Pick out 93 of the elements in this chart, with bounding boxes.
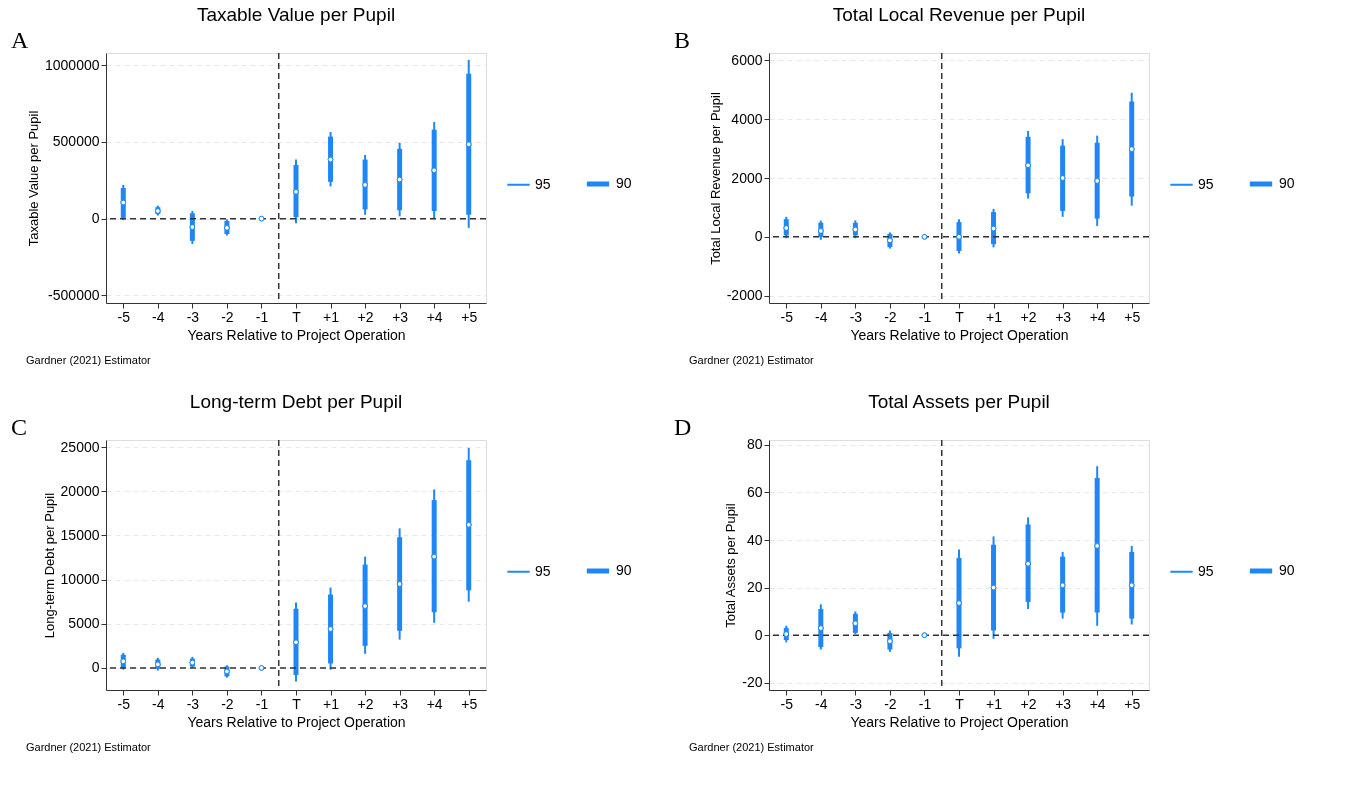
x-tick-label: +5 — [1124, 695, 1141, 712]
y-axis-title: Long-term Debt per Pupil — [41, 492, 57, 639]
chart-title: Taxable Value per Pupil — [196, 4, 396, 25]
y-tick-label: 500000 — [52, 133, 100, 150]
y-tick-label: -20 — [742, 674, 763, 691]
x-tick-label: -2 — [884, 308, 897, 325]
text: C — [11, 414, 28, 440]
x-tick-label: +2 — [357, 308, 374, 325]
y-axis-title: Taxable Value per Pupil — [26, 110, 41, 247]
x-tick-label: +3 — [1055, 695, 1072, 712]
y-tick-label: 6000 — [731, 51, 763, 68]
y-tick-label: 2000 — [731, 169, 763, 186]
y-tick-label: 20 — [746, 579, 763, 596]
legend-label: 95 — [535, 562, 551, 579]
x-tick-label: T — [292, 695, 302, 712]
y-tick-label: 40 — [746, 531, 763, 548]
x-tick-label: -2 — [221, 695, 234, 712]
y-tick-label: 4000 — [731, 110, 763, 127]
legend-label: 95 — [1198, 562, 1214, 579]
x-tick-label: -4 — [152, 308, 165, 325]
x-tick-label: +4 — [1089, 308, 1106, 325]
x-tick-label: -3 — [186, 695, 200, 712]
x-tick-label: -3 — [849, 695, 863, 712]
x-tick-label: +4 — [426, 695, 443, 712]
x-tick-label: +5 — [1124, 308, 1141, 325]
x-tick-label: -4 — [815, 695, 828, 712]
y-tick-label: 10000 — [60, 571, 100, 588]
x-tick-label: T — [955, 695, 965, 712]
y-tick-label: 15000 — [60, 526, 100, 543]
x-tick-label: -5 — [780, 695, 794, 712]
x-tick-label: -4 — [152, 695, 165, 712]
x-tick-label: +3 — [392, 695, 409, 712]
x-tick-label: +5 — [461, 308, 478, 325]
x-tick-label: +3 — [1055, 308, 1072, 325]
y-axis-title: Total Local Revenue per Pupil — [707, 92, 723, 265]
x-axis-title: Years Relative to Project Operation — [187, 713, 406, 730]
x-tick-label: +1 — [323, 308, 340, 325]
x-tick-label: -1 — [918, 695, 932, 712]
chart-title: Total Local Revenue per Pupil — [832, 4, 1086, 25]
x-tick-label: +5 — [461, 695, 478, 712]
legend-label: 90 — [1279, 175, 1295, 191]
y-tick-label: 0 — [754, 228, 763, 245]
text: A — [11, 27, 29, 53]
x-tick-label: +1 — [986, 308, 1003, 325]
x-tick-label: -1 — [255, 695, 269, 712]
x-tick-label: -5 — [117, 695, 131, 712]
chart-title: Total Assets per Pupil — [868, 391, 1050, 412]
x-tick-label: -2 — [221, 308, 234, 325]
y-tick-label: 5000 — [68, 615, 100, 632]
x-tick-label: T — [292, 308, 302, 325]
x-tick-label: -1 — [918, 308, 932, 325]
x-tick-label: -2 — [884, 695, 897, 712]
x-tick-label: +1 — [986, 695, 1003, 712]
x-tick-label: -4 — [815, 308, 828, 325]
y-tick-label: -2000 — [726, 287, 763, 304]
x-tick-label: -3 — [849, 308, 863, 325]
y-tick-label: 60 — [746, 483, 763, 500]
x-tick-label: +1 — [323, 695, 340, 712]
text: Gardner (2021) Estimator — [26, 741, 152, 753]
legend-label: 90 — [1279, 562, 1295, 578]
x-tick-label: T — [955, 308, 965, 325]
text: D — [674, 414, 692, 440]
text: Gardner (2021) Estimator — [689, 741, 815, 753]
chart-title: Long-term Debt per Pupil — [189, 391, 403, 412]
y-tick-label: 20000 — [60, 482, 100, 499]
x-tick-label: +2 — [357, 695, 374, 712]
y-tick-label: 80 — [746, 436, 763, 453]
y-tick-label: 0 — [754, 626, 763, 643]
legend-label: 90 — [616, 562, 632, 578]
y-tick-label: 0 — [91, 210, 100, 227]
y-tick-label: -500000 — [48, 286, 100, 303]
legend-label: 95 — [535, 175, 551, 192]
x-tick-label: +2 — [1020, 308, 1037, 325]
x-tick-label: +3 — [392, 308, 409, 325]
x-tick-label: -1 — [255, 308, 269, 325]
text: Gardner (2021) Estimator — [689, 354, 815, 366]
y-tick-label: 25000 — [60, 438, 100, 455]
y-tick-label: 0 — [91, 659, 100, 676]
x-tick-label: +2 — [1020, 695, 1037, 712]
legend-label: 95 — [1198, 175, 1214, 192]
x-tick-label: -5 — [117, 308, 131, 325]
x-axis-title: Years Relative to Project Operation — [850, 713, 1069, 730]
legend-label: 90 — [616, 175, 632, 191]
text: B — [674, 27, 691, 53]
y-tick-label: 1000000 — [44, 56, 100, 73]
y-axis-title: Total Assets per Pupil — [723, 503, 739, 628]
x-tick-label: -3 — [186, 308, 200, 325]
x-tick-label: +4 — [1089, 695, 1106, 712]
x-axis-title: Years Relative to Project Operation — [187, 326, 406, 343]
text: Gardner (2021) Estimator — [26, 354, 152, 366]
x-tick-label: -5 — [780, 308, 794, 325]
x-axis-title: Years Relative to Project Operation — [850, 326, 1069, 343]
x-tick-label: +4 — [426, 308, 443, 325]
